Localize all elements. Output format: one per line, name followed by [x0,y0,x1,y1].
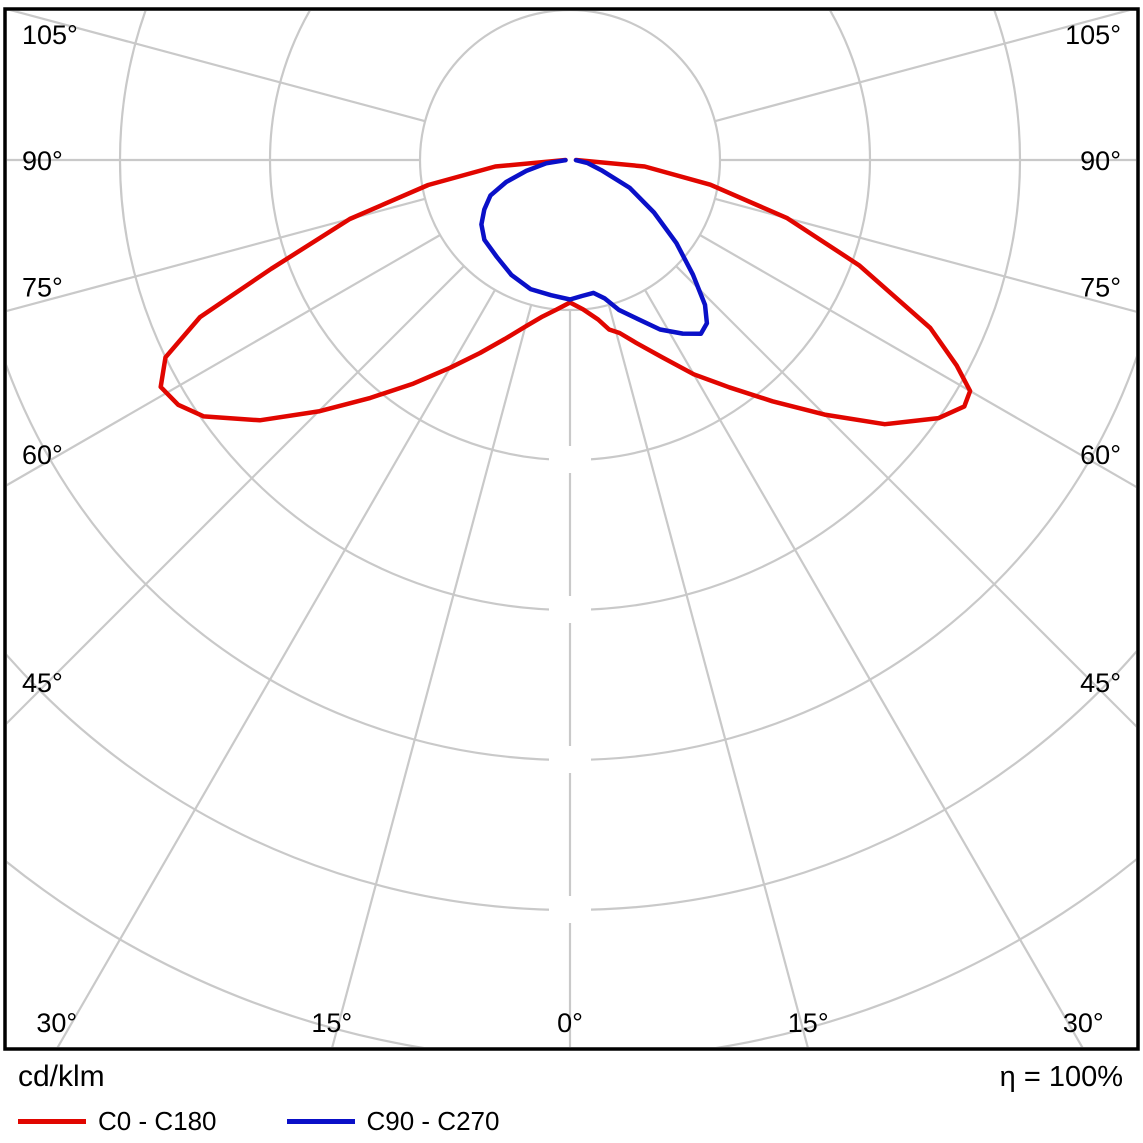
angle-tick-label: 60° [1080,440,1121,470]
grid-angle-line [714,197,1136,313]
grid-angle-line [331,304,533,1047]
ring-value-box [549,596,591,623]
grid-angle-line [7,265,465,725]
angle-tick-label: 105° [22,20,78,50]
grid-angle-line [714,11,1131,123]
angle-tick-label: 30° [1063,1008,1104,1038]
polar-grid [7,11,1136,1047]
grid-angle-line [7,197,426,312]
grid-angle-line [7,234,441,487]
footer-top-row: cd/klm η = 100% [0,1052,1143,1094]
grid-angle-line [9,11,426,123]
legend-swatch [18,1119,86,1124]
angle-tick-label: 45° [22,668,63,698]
grid-angle-line [699,234,1136,489]
grid-angle-line [644,289,1084,1047]
series-curve-c0-c180 [158,157,973,427]
legend-label: C90 - C270 [366,1106,500,1136]
plot-border [3,7,1140,1051]
legend-item: C0 - C180 [18,1106,217,1137]
angle-tick-label: 15° [788,1008,829,1038]
angle-tick-label: 15° [311,1008,352,1038]
ring-value-box [549,896,591,923]
grid-angle-line [675,265,1136,728]
angle-tick-label: 90° [22,146,63,176]
angle-tick-label: 0° [557,1008,583,1038]
ring-value-box [549,746,591,773]
legend-swatch [286,1119,355,1124]
polar-chart: 0° 15° 15° 30° 30° 45° 45° 60° 60° 75° 75° 90° 90° 10… [3,7,1140,1051]
grid-angle-line [607,304,809,1047]
ring-value-box [549,446,591,473]
legend-label: C0 - C180 [98,1106,217,1136]
angle-tick-label: 75° [1080,273,1121,303]
legend: C0 - C180 C90 - C270 [0,1094,1143,1137]
angle-tick-label: 75° [22,273,63,303]
chart-footer: cd/klm η = 100% C0 - C180 C90 - C270 [0,1052,1143,1143]
angle-tick-label: 90° [1080,146,1121,176]
units-label: cd/klm [18,1060,105,1093]
angle-tick-label: 105° [1065,20,1121,50]
series-curve-c90-c270 [479,157,710,336]
grid-angle-line [56,289,496,1047]
angle-tick-label: 60° [22,440,63,470]
angle-tick-label: 30° [36,1008,77,1038]
angle-tick-label: 45° [1080,668,1121,698]
efficiency-label: η = 100% [999,1061,1123,1093]
legend-item: C90 - C270 [286,1106,500,1137]
